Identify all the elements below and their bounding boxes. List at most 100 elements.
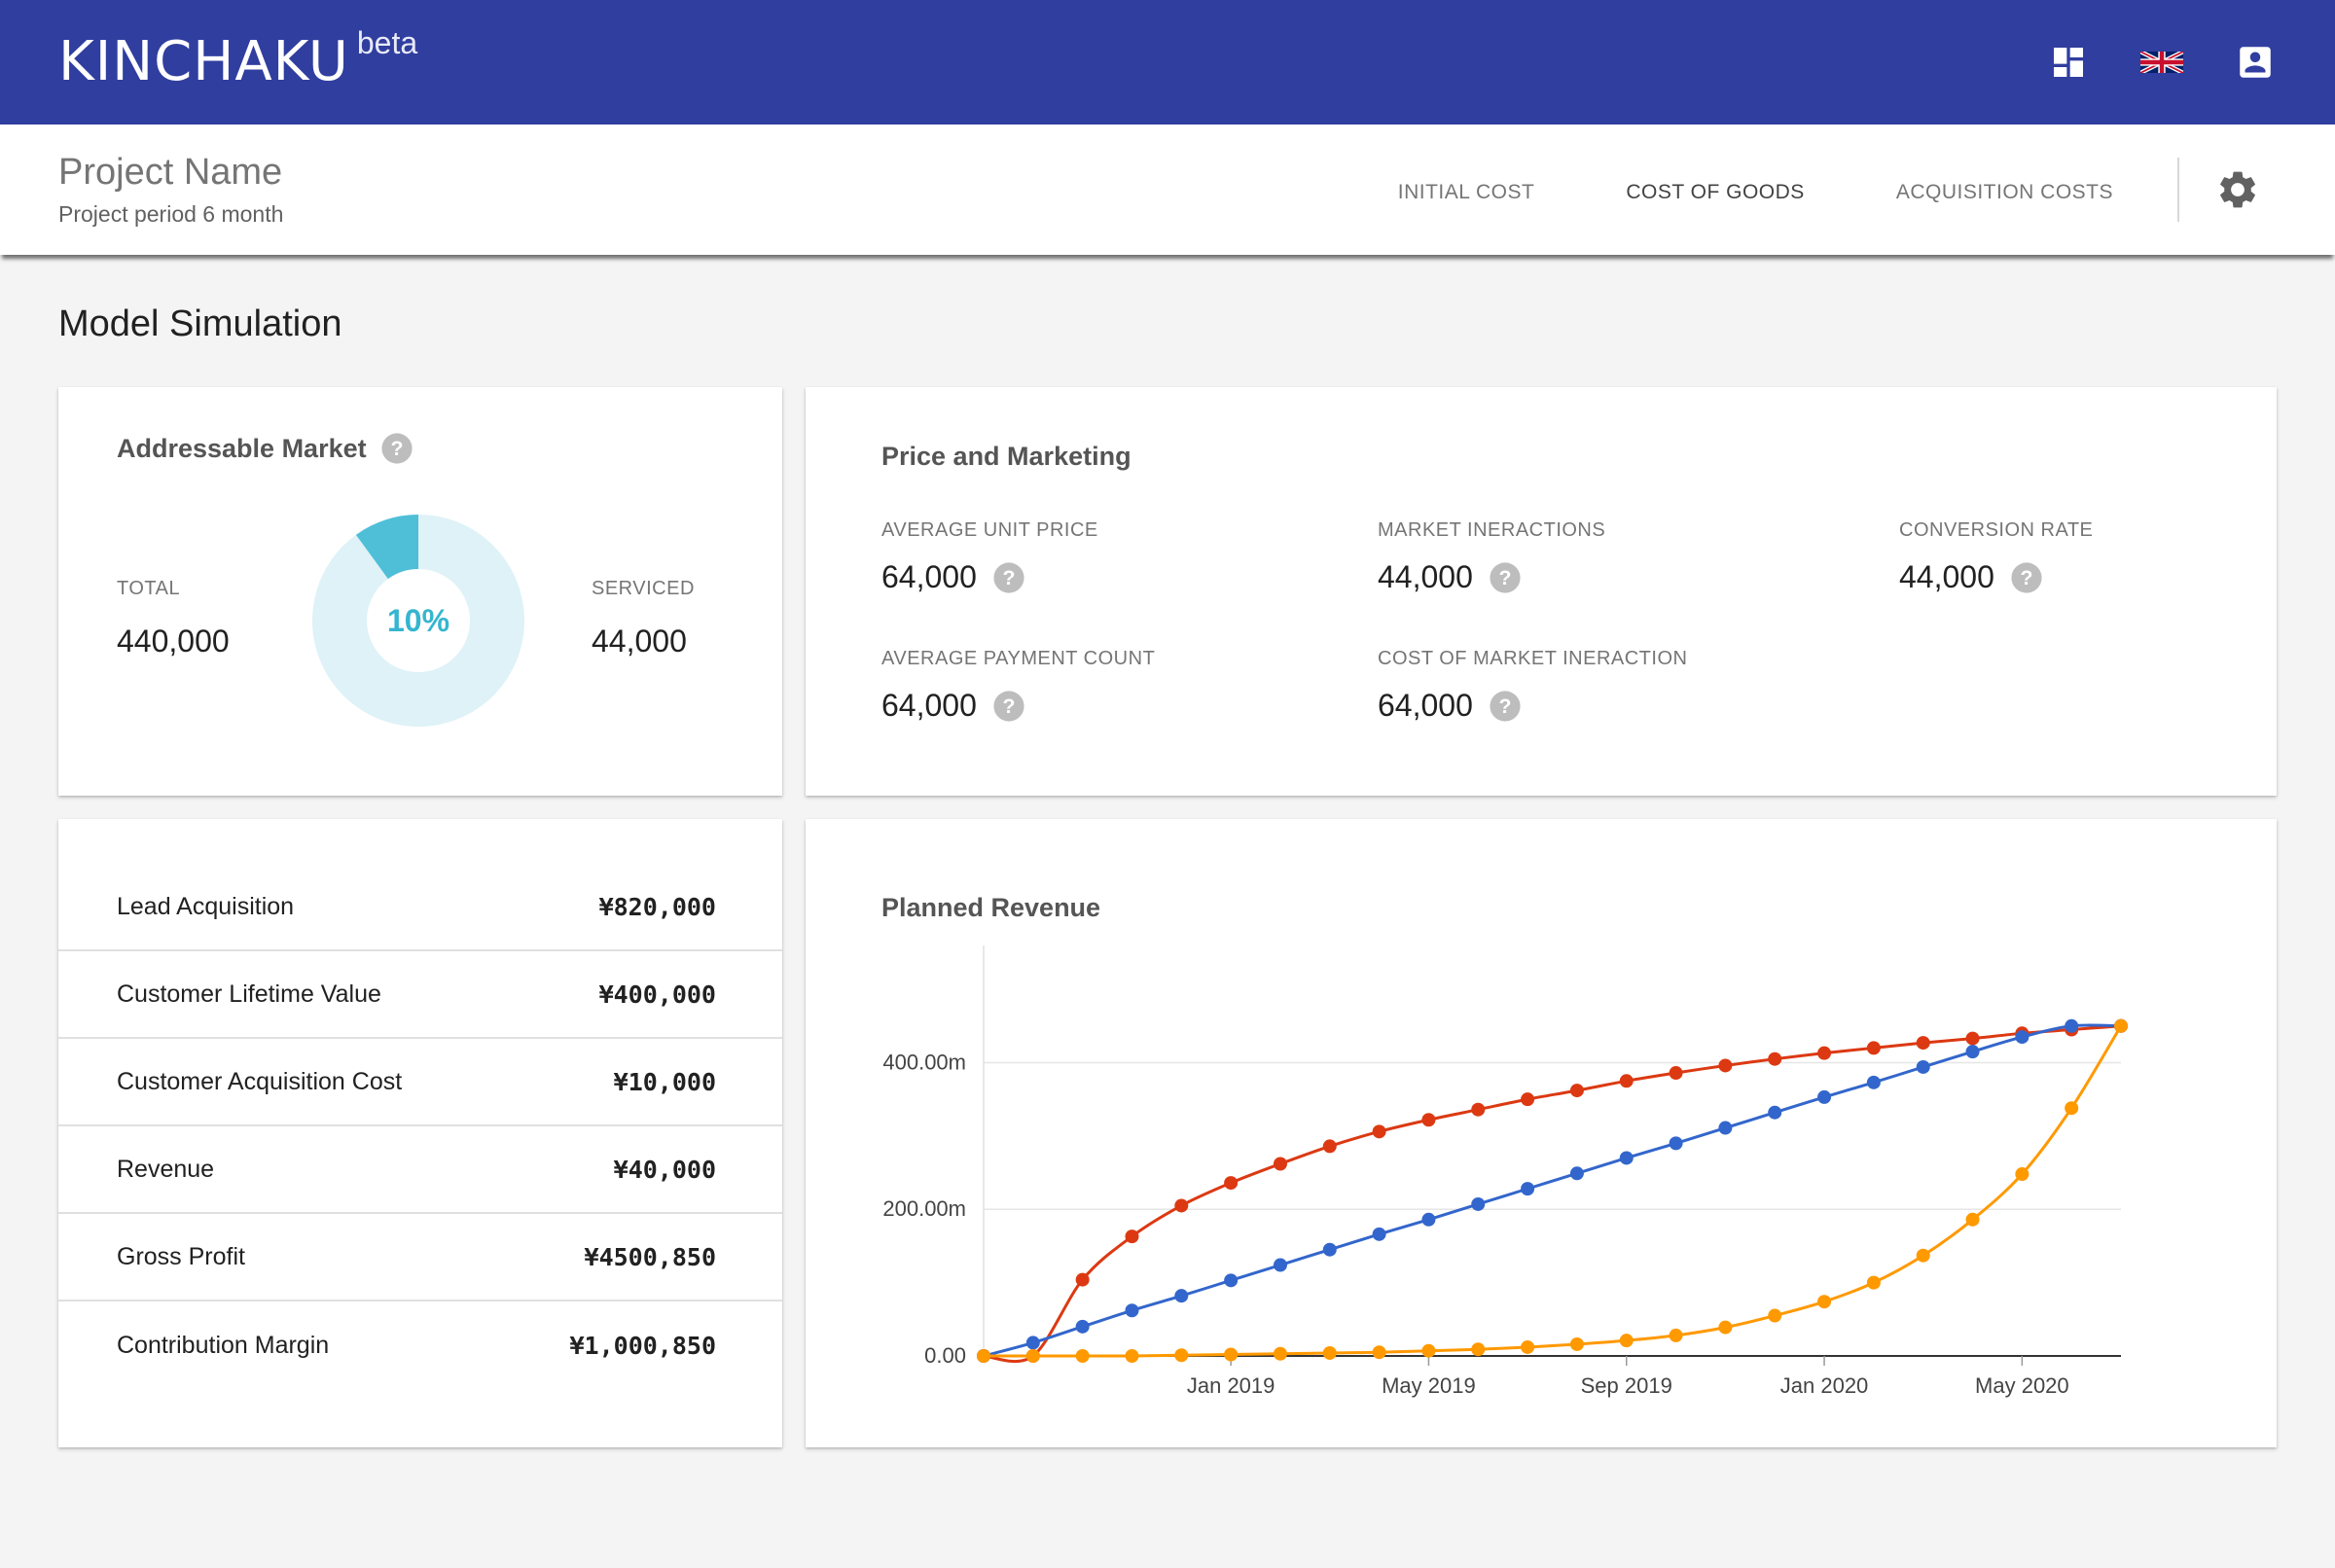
tab-initial-cost[interactable]: INITIAL COST	[1397, 181, 1535, 203]
series-point-0	[1224, 1176, 1239, 1191]
help-icon[interactable]: ?	[2010, 561, 2043, 594]
y-tick-label: 400.00m	[882, 1050, 966, 1074]
series-point-1	[1372, 1227, 1386, 1241]
serviced-value: 44,000	[592, 624, 687, 659]
price-marketing-card: Price and Marketing AVERAGE UNIT PRICE 6…	[806, 387, 2277, 796]
project-name: Project Name	[58, 152, 283, 193]
app-bar-actions	[2047, 41, 2277, 84]
dashboard-icon[interactable]	[2047, 41, 2090, 84]
series-point-2	[1372, 1345, 1386, 1360]
x-tick-label: Jan 2019	[1187, 1373, 1275, 1398]
series-point-2	[2015, 1167, 2030, 1182]
pm-value: 44,000 ?	[1378, 559, 1605, 595]
series-point-1	[1125, 1303, 1139, 1318]
tabs-divider	[2177, 158, 2179, 222]
series-point-1	[2065, 1018, 2079, 1033]
series-point-1	[1075, 1319, 1090, 1334]
series-point-2	[1273, 1346, 1287, 1361]
help-icon[interactable]: ?	[992, 690, 1025, 723]
tab-cost-of-goods[interactable]: COST OF GOODS	[1626, 181, 1805, 203]
series-point-2	[977, 1349, 990, 1363]
series-point-1	[2015, 1030, 2030, 1045]
pm-market-interactions: MARKET INERACTIONS 44,000 ?	[1378, 519, 1605, 595]
x-tick-label: Sep 2019	[1581, 1373, 1672, 1398]
help-icon[interactable]: ?	[992, 561, 1025, 594]
svg-text:?: ?	[2020, 566, 2032, 589]
metric-value: ¥1,000,850	[569, 1331, 716, 1360]
svg-text:?: ?	[1002, 566, 1015, 589]
series-point-1	[1322, 1242, 1337, 1257]
metrics-list: Lead Acquisition ¥820,000 Customer Lifet…	[58, 864, 782, 1389]
series-point-1	[1817, 1089, 1832, 1104]
series-point-1	[1273, 1258, 1287, 1272]
series-point-2	[1718, 1320, 1733, 1335]
series-point-2	[2065, 1101, 2079, 1116]
series-point-0	[1322, 1139, 1337, 1154]
series-point-1	[1866, 1075, 1881, 1089]
metric-label: Lead Acquisition	[117, 892, 295, 920]
y-tick-label: 0.00	[924, 1343, 966, 1368]
pm-value-text: 44,000	[1378, 559, 1473, 594]
metric-row-revenue: Revenue ¥40,000	[58, 1126, 782, 1214]
total-stat: TOTAL 440,000	[117, 578, 230, 659]
series-point-0	[1372, 1124, 1386, 1139]
help-icon[interactable]: ?	[380, 432, 413, 465]
series-point-0	[1669, 1066, 1683, 1081]
metric-label: Revenue	[117, 1155, 215, 1183]
series-point-0	[1916, 1036, 1930, 1051]
metric-value: ¥400,000	[598, 980, 716, 1009]
pm-value: 64,000 ?	[881, 559, 1098, 595]
project-period: Project period 6 month	[58, 201, 284, 227]
series-point-0	[1421, 1113, 1436, 1127]
addressable-market-title: Addressable Market ?	[117, 432, 413, 465]
series-point-0	[1174, 1198, 1189, 1213]
series-point-1	[1619, 1151, 1634, 1165]
series-point-1	[1025, 1336, 1040, 1350]
metrics-card: Lead Acquisition ¥820,000 Customer Lifet…	[58, 819, 782, 1447]
series-point-1	[1569, 1166, 1584, 1181]
beta-badge: beta	[356, 25, 418, 60]
series-point-0	[1619, 1074, 1634, 1088]
svg-text:?: ?	[390, 437, 403, 460]
y-tick-label: 200.00m	[882, 1196, 966, 1221]
pm-label: AVERAGE PAYMENT COUNT	[881, 648, 1156, 669]
pm-average-unit-price: AVERAGE UNIT PRICE 64,000 ?	[881, 519, 1098, 595]
series-point-2	[1569, 1336, 1584, 1351]
donut-serviced-slice	[355, 515, 420, 580]
series-point-2	[1768, 1308, 1782, 1323]
series-point-2	[1817, 1295, 1832, 1309]
pm-value: 64,000 ?	[1378, 688, 1687, 724]
help-icon[interactable]: ?	[1489, 690, 1522, 723]
series-point-0	[1718, 1058, 1733, 1073]
series-point-1	[1421, 1212, 1436, 1227]
brand-logo[interactable]: KINCHAKU beta	[58, 25, 417, 89]
account-box-icon[interactable]	[2234, 41, 2277, 84]
series-point-1	[1718, 1121, 1733, 1135]
metric-value: ¥10,000	[613, 1067, 716, 1096]
project-info: Project Name Project period 6 month	[58, 152, 283, 228]
metric-value: ¥4500,850	[584, 1242, 716, 1271]
pm-value: 64,000 ?	[881, 688, 1155, 724]
settings-gear-icon[interactable]	[2214, 166, 2261, 213]
metric-row-customer-acquisition-cost: Customer Acquisition Cost ¥10,000	[58, 1039, 782, 1126]
metric-value: ¥40,000	[613, 1155, 716, 1184]
series-point-0	[1768, 1051, 1782, 1066]
metric-row-lead-acquisition: Lead Acquisition ¥820,000	[58, 864, 782, 951]
series-point-2	[1224, 1347, 1239, 1362]
uk-flag-icon[interactable]	[2140, 41, 2183, 84]
pm-conversion-rate: CONVERSION RATE 44,000 ?	[1899, 519, 2093, 595]
metric-row-contribution-margin: Contribution Margin ¥1,000,850	[58, 1301, 782, 1389]
series-point-1	[1471, 1196, 1486, 1211]
help-icon[interactable]: ?	[1489, 561, 1522, 594]
tab-acquisition-costs[interactable]: ACQUISITION COSTS	[1895, 181, 2113, 203]
addressable-market-label: Addressable Market	[117, 433, 367, 463]
pm-cost-of-market-interaction: COST OF MARKET INERACTION 64,000 ?	[1378, 648, 1687, 724]
metric-value: ¥820,000	[598, 892, 716, 921]
series-point-2	[1174, 1348, 1189, 1363]
series-point-1	[1174, 1289, 1189, 1303]
chart-title: Planned Revenue	[881, 893, 1101, 922]
cost-tabs: INITIAL COST COST OF GOODS ACQUISITION C…	[1307, 125, 2277, 255]
serviced-stat: SERVICED 44,000	[592, 578, 695, 659]
pm-value-text: 64,000	[881, 688, 977, 723]
addressable-market-card: Addressable Market ? TOTAL 440,000 10% S…	[58, 387, 782, 796]
